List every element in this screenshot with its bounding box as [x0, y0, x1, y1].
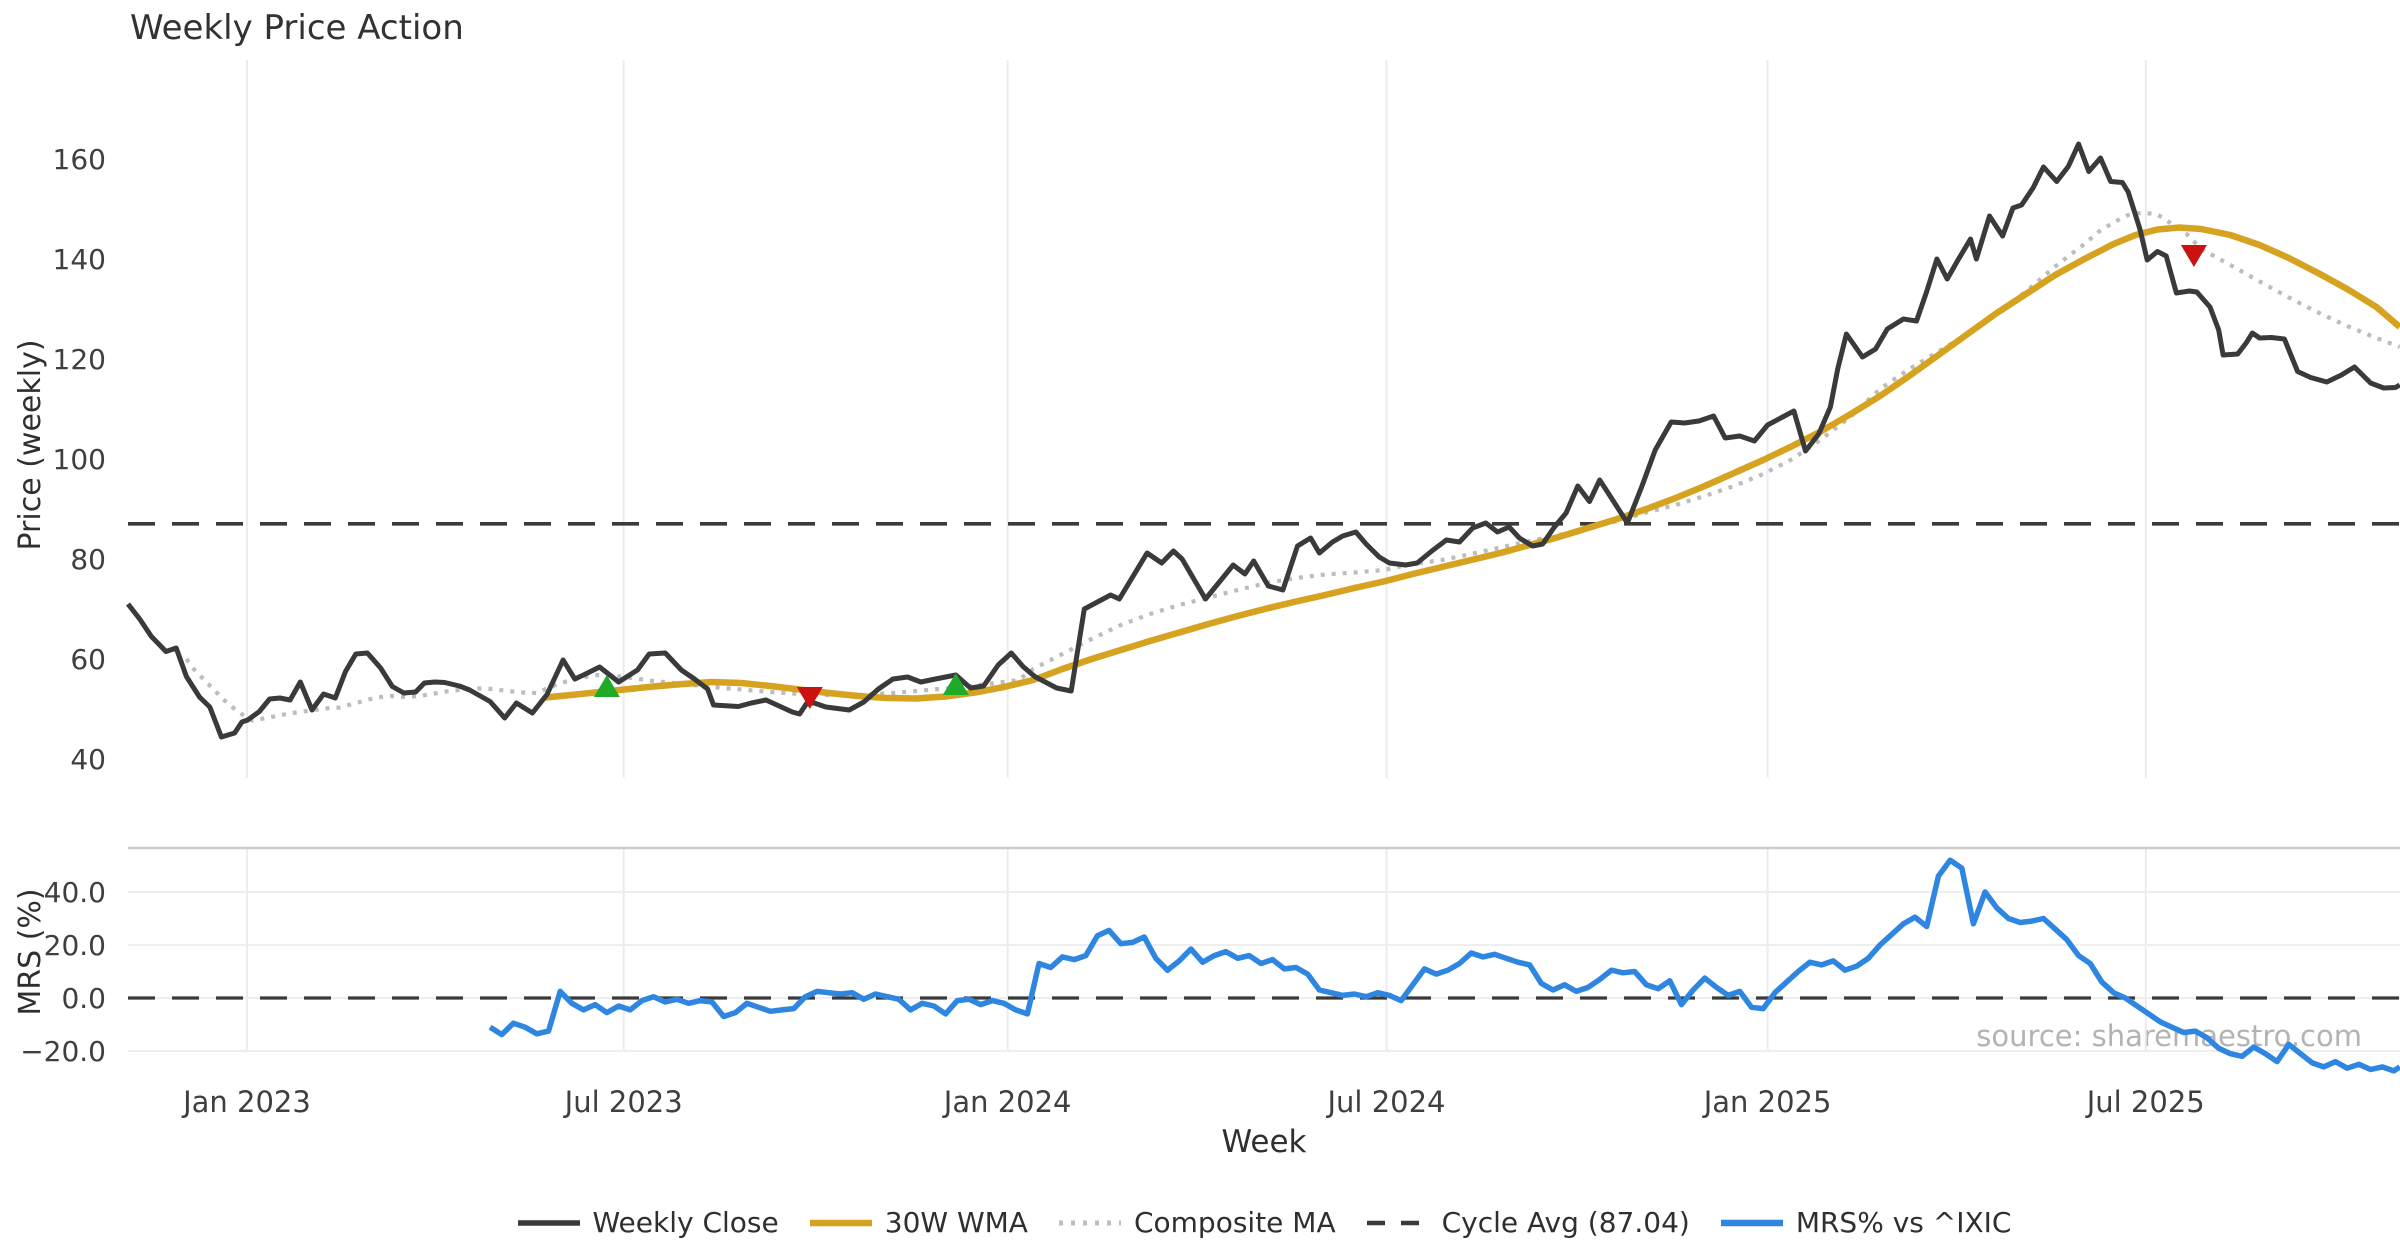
legend-item: Cycle Avg (87.04): [1366, 1206, 1690, 1239]
legend: Weekly Close 30W WMA Composite MA Cycle Avg…: [128, 1206, 2400, 1239]
mrs-ytick-label: −20.0: [20, 1035, 106, 1068]
price-axis-title: Price (weekly): [13, 339, 48, 550]
legend-item: MRS% vs ^IXIC: [1720, 1206, 2012, 1239]
weekly-close-line: [126, 141, 2400, 740]
legend-item: Composite MA: [1058, 1206, 1336, 1239]
legend-item: Weekly Close: [517, 1206, 779, 1239]
wma-line: [545, 224, 2400, 702]
sell-marker-icon: [796, 687, 823, 709]
mrs-line: [488, 857, 2400, 1074]
legend-item-label: 30W WMA: [884, 1206, 1028, 1239]
price-ytick-label: 160: [53, 143, 106, 176]
xtick-label: Jan 2025: [1702, 1085, 1832, 1119]
xtick-label: Jul 2024: [1326, 1085, 1446, 1119]
price-ytick-label: 140: [53, 243, 106, 276]
legend-item-label: Weekly Close: [592, 1206, 779, 1239]
legend-item-label: Composite MA: [1133, 1206, 1336, 1239]
mrs-ytick-label: 40.0: [44, 876, 106, 909]
legend-swatch-icon: [1366, 1220, 1429, 1225]
legend-item: 30W WMA: [809, 1206, 1028, 1239]
legend-swatch-icon: [517, 1219, 580, 1226]
composite-ma-line: [184, 210, 2400, 723]
buy-marker-icon: [593, 675, 620, 697]
price-ytick-label: 60: [70, 643, 106, 676]
buy-marker-icon: [942, 673, 969, 695]
legend-swatch-icon: [1720, 1219, 1783, 1226]
xtick-label: Jan 2023: [181, 1085, 311, 1119]
chart-title: Weekly Price Action: [130, 8, 464, 48]
mrs-ytick-label: 20.0: [44, 929, 106, 962]
xtick-label: Jul 2023: [563, 1085, 683, 1119]
mrs-ytick-label: 0.0: [61, 982, 106, 1015]
sell-marker-icon: [2180, 245, 2207, 267]
price-ytick-label: 120: [53, 343, 106, 376]
legend-item-label: MRS% vs ^IXIC: [1795, 1206, 2012, 1239]
legend-item-label: Cycle Avg (87.04): [1441, 1206, 1690, 1239]
legend-swatch-icon: [1058, 1220, 1121, 1225]
mrs-axis-title: MRS (%): [13, 888, 48, 1015]
price-ytick-label: 100: [53, 443, 106, 476]
legend-swatch-icon: [809, 1219, 872, 1226]
xtick-label: Jul 2025: [2085, 1085, 2205, 1119]
xtick-label: Jan 2024: [942, 1085, 1072, 1119]
x-axis-title: Week: [1222, 1124, 1307, 1160]
price-ytick-label: 40: [70, 743, 106, 776]
price-ytick-label: 80: [70, 543, 106, 576]
